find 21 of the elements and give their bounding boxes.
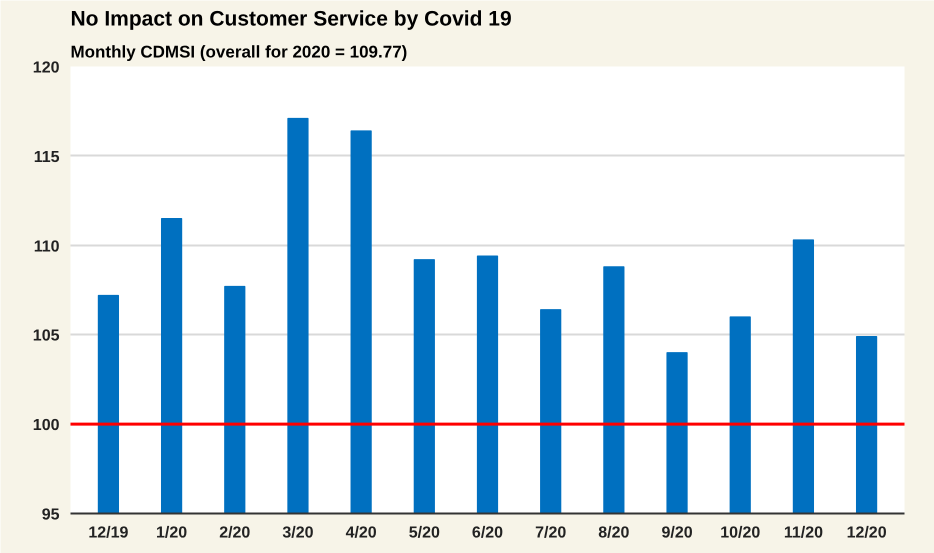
x-tick-label: 6/20	[472, 524, 504, 542]
y-tick-label: 110	[34, 238, 60, 256]
x-tick-label: 8/20	[598, 524, 630, 542]
y-tick-label: 105	[32, 328, 60, 345]
y-tick-label: 95	[42, 506, 60, 524]
chart-title: No Impact on Customer Service by Covid 19	[70, 8, 512, 30]
x-tick-label: 2/20	[219, 524, 250, 542]
chart-subtitle: Monthly CDMSI (overall for 2020 = 109.77)	[70, 42, 408, 62]
x-tick-label: 12/19	[88, 524, 129, 542]
y-tick-label: 115	[34, 148, 60, 166]
x-tick-label: 1/20	[156, 524, 188, 542]
x-tick-label: 5/20	[408, 524, 440, 542]
x-tick-label: 11/20	[784, 524, 824, 542]
x-tick-label: 3/20	[282, 524, 314, 542]
x-tick-label: 9/20	[661, 524, 693, 542]
x-tick-label: 7/20	[535, 524, 566, 542]
y-tick-label: 120	[32, 60, 60, 76]
x-tick-label: 12/20	[846, 524, 887, 542]
x-tick-label: 10/20	[720, 524, 760, 542]
x-tick-label: 4/20	[346, 524, 377, 542]
y-tick-label: 100	[32, 417, 60, 434]
